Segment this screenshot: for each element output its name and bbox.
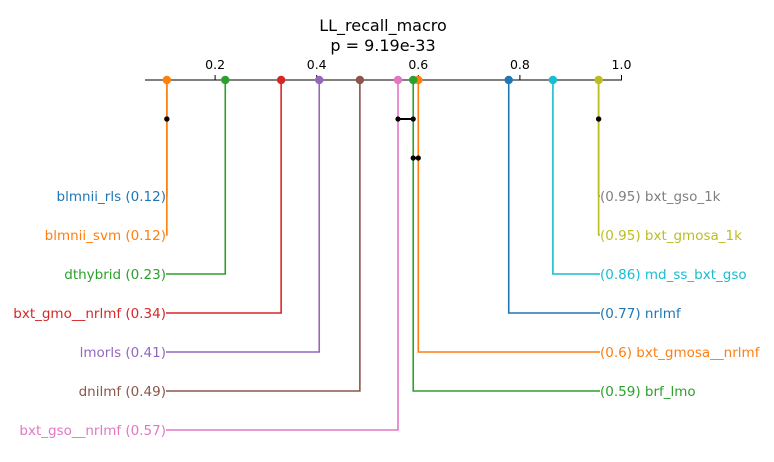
method-label-right: (0.95) bxt_gso_1k bbox=[600, 189, 721, 205]
method-labels: blmnii_rls (0.12) blmnii_svm (0.12) dthybr… bbox=[13, 189, 760, 439]
clique-dot bbox=[415, 155, 421, 161]
rank-dot bbox=[221, 75, 230, 85]
method-line bbox=[552, 80, 600, 275]
method-label-left: bxt_gso__nrlmf (0.57) bbox=[19, 423, 166, 439]
method-label-right: (0.77) nrlmf bbox=[600, 306, 682, 322]
rank-dot bbox=[276, 75, 286, 85]
method-label-right: (0.6) bxt_gmosa__nrlmf bbox=[600, 345, 761, 361]
rank-dot bbox=[393, 75, 403, 85]
rank-dot bbox=[315, 75, 324, 85]
tick-label: 1.0 bbox=[612, 57, 632, 72]
chart-title: LL_recall_macro bbox=[319, 16, 447, 36]
clique-dot bbox=[410, 116, 416, 122]
rank-dot bbox=[355, 75, 365, 85]
tick-label: 0.8 bbox=[510, 57, 530, 72]
axis-ticks: 0.2 0.4 0.6 0.8 1.0 bbox=[205, 57, 631, 80]
method-label-left: bxt_gmo__nrlmf (0.34) bbox=[13, 306, 166, 322]
tick-label: 0.2 bbox=[205, 57, 225, 72]
method-label-right: (0.95) bxt_gmosa_1k bbox=[600, 228, 742, 244]
rank-dots bbox=[162, 75, 603, 85]
method-line bbox=[417, 80, 600, 353]
method-line bbox=[412, 80, 600, 392]
method-line bbox=[597, 80, 600, 236]
method-label-right: (0.59) brf_lmo bbox=[600, 384, 696, 400]
rank-dot bbox=[548, 75, 558, 85]
method-line bbox=[166, 80, 321, 353]
clique-dot bbox=[395, 116, 401, 122]
method-label-left: lmorls (0.41) bbox=[80, 345, 166, 361]
tick-label: 0.6 bbox=[408, 57, 428, 72]
method-label-right: (0.86) md_ss_bxt_gso bbox=[600, 267, 747, 283]
method-line bbox=[166, 80, 399, 431]
method-lines bbox=[166, 80, 600, 431]
tick-label: 0.4 bbox=[307, 57, 327, 72]
chart-subtitle: p = 9.19e-33 bbox=[330, 36, 435, 55]
method-line bbox=[166, 80, 168, 236]
rank-dot bbox=[504, 75, 513, 85]
clique-dot bbox=[596, 116, 602, 122]
clique-dot bbox=[410, 155, 416, 161]
rank-dot bbox=[409, 75, 418, 85]
method-line bbox=[166, 80, 282, 314]
method-label-left: blmnii_svm (0.12) bbox=[45, 228, 166, 244]
clique-markers bbox=[164, 116, 602, 161]
method-line bbox=[507, 80, 600, 314]
clique-dot bbox=[164, 116, 170, 122]
rank-dot bbox=[162, 75, 172, 85]
method-line bbox=[166, 80, 227, 275]
rank-dot bbox=[594, 75, 603, 85]
method-label-left: dnilmf (0.49) bbox=[79, 384, 166, 400]
method-label-left: dthybrid (0.23) bbox=[64, 267, 166, 283]
method-label-left: blmnii_rls (0.12) bbox=[57, 189, 167, 205]
method-line bbox=[166, 80, 361, 392]
